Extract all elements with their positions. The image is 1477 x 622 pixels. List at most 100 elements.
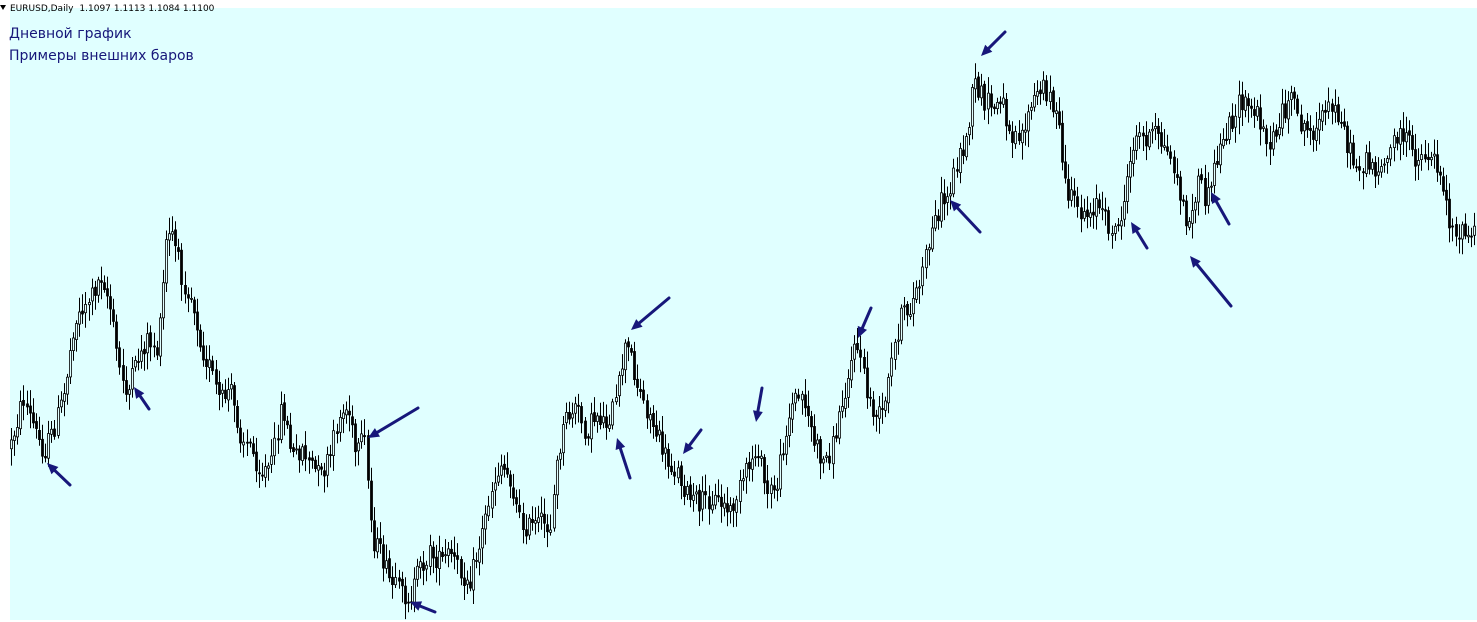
candle-77 — [249, 438, 252, 448]
candle-body — [1405, 132, 1408, 143]
candle-354 — [1107, 206, 1110, 241]
candle-61 — [199, 324, 202, 352]
candle-50 — [165, 230, 168, 292]
candle-31 — [106, 276, 109, 309]
candle-412 — [1287, 91, 1290, 134]
candle-body — [81, 310, 84, 315]
candle-body — [416, 565, 419, 580]
candle-body — [952, 167, 955, 195]
candle-120 — [382, 535, 385, 582]
candle-body — [422, 562, 425, 571]
candle-body — [562, 424, 565, 454]
candle-body — [1027, 111, 1030, 132]
candle-body — [317, 465, 320, 471]
candle-269 — [844, 382, 847, 418]
candle-body — [615, 397, 618, 403]
candle-262 — [822, 456, 825, 474]
candle-320 — [1002, 83, 1005, 108]
candle-323 — [1011, 121, 1014, 158]
candle-body — [556, 459, 559, 496]
candle-body — [977, 76, 980, 98]
candle-459 — [1433, 139, 1436, 169]
candle-314 — [983, 80, 986, 120]
candle-body — [1253, 109, 1256, 116]
candle-body — [1315, 127, 1318, 141]
candle-466 — [1455, 216, 1458, 247]
candle-234 — [735, 495, 738, 527]
candle-body — [1327, 101, 1330, 112]
chart-area[interactable] — [10, 8, 1477, 620]
candle-201 — [633, 341, 636, 386]
candle-body — [1306, 121, 1309, 131]
candle-body — [1321, 110, 1324, 122]
candle-body — [559, 452, 562, 460]
candle-347 — [1086, 196, 1089, 229]
candle-150 — [475, 552, 478, 569]
candle-283 — [887, 373, 890, 414]
candle-381 — [1191, 193, 1194, 239]
candle-461 — [1439, 165, 1442, 185]
candle-body — [391, 576, 394, 585]
candle-body — [1216, 160, 1219, 165]
candle-57 — [187, 287, 190, 313]
candle-109 — [348, 395, 351, 432]
candle-280 — [878, 396, 881, 434]
candle-350 — [1095, 184, 1098, 230]
candle-body — [165, 239, 168, 284]
candle-127 — [404, 577, 407, 620]
candle-body — [332, 430, 335, 457]
candle-6 — [29, 390, 32, 429]
candle-223 — [701, 476, 704, 522]
candle-body — [1427, 156, 1430, 161]
candle-38 — [128, 384, 131, 410]
candle-body — [1210, 185, 1213, 188]
candle-282 — [884, 396, 887, 418]
candle-445 — [1389, 144, 1392, 167]
candle-body — [788, 417, 791, 437]
candle-body — [869, 396, 872, 399]
candle-body — [29, 405, 32, 414]
candle-435 — [1358, 155, 1361, 182]
candle-1 — [13, 430, 16, 456]
candle-body — [1002, 97, 1005, 105]
candle-body — [1269, 141, 1272, 150]
candle-body — [1055, 110, 1058, 114]
candle-374 — [1169, 145, 1172, 165]
dropdown-triangle-icon[interactable] — [0, 5, 6, 10]
candle-330 — [1033, 83, 1036, 112]
candle-body — [1451, 225, 1454, 228]
candle-body — [630, 348, 633, 353]
candle-body — [1070, 189, 1073, 201]
candle-12 — [47, 420, 50, 467]
candle-219 — [689, 476, 692, 508]
candle-body — [184, 284, 187, 295]
candle-body — [1262, 126, 1265, 129]
candle-body — [354, 423, 357, 453]
candle-259 — [813, 414, 816, 452]
candle-214 — [673, 461, 676, 485]
candle-body — [1365, 152, 1368, 174]
annotation-arrow-10 — [981, 30, 1007, 56]
candle-188 — [593, 397, 596, 427]
arrow-shaft — [688, 428, 703, 447]
candle-440 — [1374, 156, 1377, 188]
candle-body — [292, 447, 295, 453]
candle-25 — [88, 298, 91, 321]
candle-body — [1169, 151, 1172, 159]
candle-5 — [26, 390, 29, 415]
candle-114 — [363, 419, 366, 445]
candle-body — [484, 513, 487, 530]
candle-81 — [261, 462, 264, 481]
candle-body — [1340, 122, 1343, 124]
candle-body — [1414, 149, 1417, 167]
candle-209 — [658, 420, 661, 443]
arrow-head — [134, 387, 145, 399]
candle-352 — [1101, 191, 1104, 221]
candle-238 — [748, 452, 751, 482]
candle-body — [1207, 187, 1210, 206]
candle-body — [785, 435, 788, 455]
candle-463 — [1445, 174, 1448, 216]
candle-10 — [41, 424, 44, 464]
candle-8 — [35, 413, 38, 439]
candle-338 — [1058, 97, 1061, 129]
